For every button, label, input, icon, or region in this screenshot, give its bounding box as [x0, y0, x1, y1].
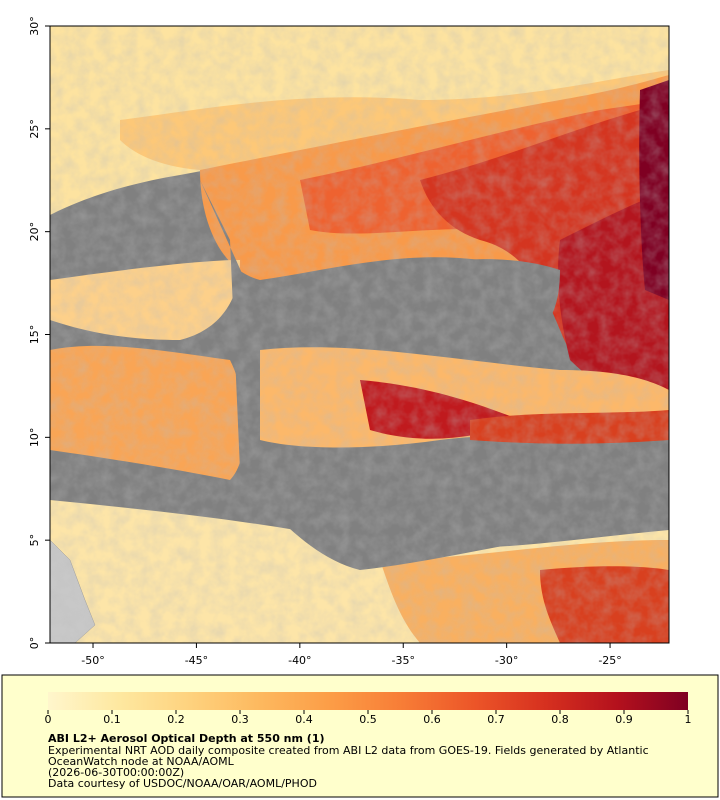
- x-tick-label: -35°: [392, 654, 415, 667]
- y-tick-label: 25°: [28, 119, 41, 139]
- y-tick-label: 30°: [28, 16, 41, 36]
- caption-title: ABI L2+ Aerosol Optical Depth at 550 nm …: [48, 732, 325, 745]
- aod-map: [50, 26, 669, 643]
- x-tick-label: -45°: [185, 654, 208, 667]
- y-tick-label: 15°: [28, 325, 41, 345]
- colorbar-tick-label: 0.2: [167, 713, 185, 726]
- x-tick-label: -25°: [598, 654, 621, 667]
- colorbar-tick-label: 0.1: [103, 713, 121, 726]
- x-tick-label: -40°: [288, 654, 311, 667]
- caption-line: (2026-06-30T00:00:00Z): [48, 766, 184, 779]
- x-tick-label: -30°: [495, 654, 518, 667]
- colorbar-tick-label: 0.6: [423, 713, 441, 726]
- caption-line: Experimental NRT AOD daily composite cre…: [48, 744, 649, 757]
- y-tick-label: 20°: [28, 222, 41, 242]
- colorbar-tick-label: 0.8: [551, 713, 569, 726]
- y-tick-label: 0°: [28, 637, 41, 650]
- colorbar-tick-label: 0.5: [359, 713, 377, 726]
- y-tick-label: 10°: [28, 428, 41, 448]
- colorbar-tick-label: 0: [45, 713, 52, 726]
- colorbar-tick-label: 0.7: [487, 713, 505, 726]
- colorbar-tick-label: 0.4: [295, 713, 313, 726]
- x-tick-label: -50°: [81, 654, 104, 667]
- caption-line: Data courtesy of USDOC/NOAA/OAR/AOML/PHO…: [48, 777, 317, 790]
- colorbar: [48, 692, 688, 710]
- colorbar-tick-label: 0.9: [615, 713, 633, 726]
- colorbar-tick-label: 0.3: [231, 713, 249, 726]
- y-tick-label: 5°: [28, 534, 41, 547]
- colorbar-tick-label: 1: [685, 713, 692, 726]
- caption-line: OceanWatch node at NOAA/AOML: [48, 755, 235, 768]
